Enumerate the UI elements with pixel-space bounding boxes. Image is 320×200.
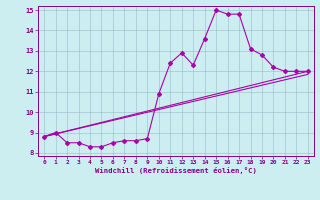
X-axis label: Windchill (Refroidissement éolien,°C): Windchill (Refroidissement éolien,°C) — [95, 167, 257, 174]
